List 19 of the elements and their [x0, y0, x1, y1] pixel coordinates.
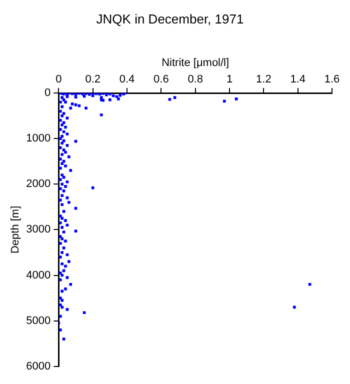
y-tick-label: 6000	[26, 360, 51, 372]
x-tick-label: 0	[56, 73, 62, 86]
x-tick-label: 0.6	[154, 73, 169, 86]
x-tick-label: 1	[226, 73, 233, 86]
x-tick-label: 0.4	[119, 73, 135, 86]
y-tick-label: 4000	[26, 269, 51, 282]
y-tick-label: 2000	[26, 178, 51, 190]
y-tick-label: 1000	[26, 132, 51, 145]
x-tick-label: 1.4	[290, 73, 306, 86]
x-axis-title: Nitrite [μmol/l]	[162, 57, 230, 70]
x-tick-label: 1.2	[256, 73, 272, 86]
y-tick-label: 0	[44, 87, 51, 100]
y-tick-label: 5000	[26, 314, 51, 327]
x-tick-label: 0.8	[188, 73, 203, 86]
chart-title: JNQK in December, 1971	[96, 11, 244, 26]
x-tick-label: 1.6	[324, 73, 340, 86]
y-axis-title: Depth [m]	[10, 206, 22, 254]
x-tick-label: 0.2	[85, 73, 100, 86]
y-tick-label: 3000	[26, 224, 51, 236]
